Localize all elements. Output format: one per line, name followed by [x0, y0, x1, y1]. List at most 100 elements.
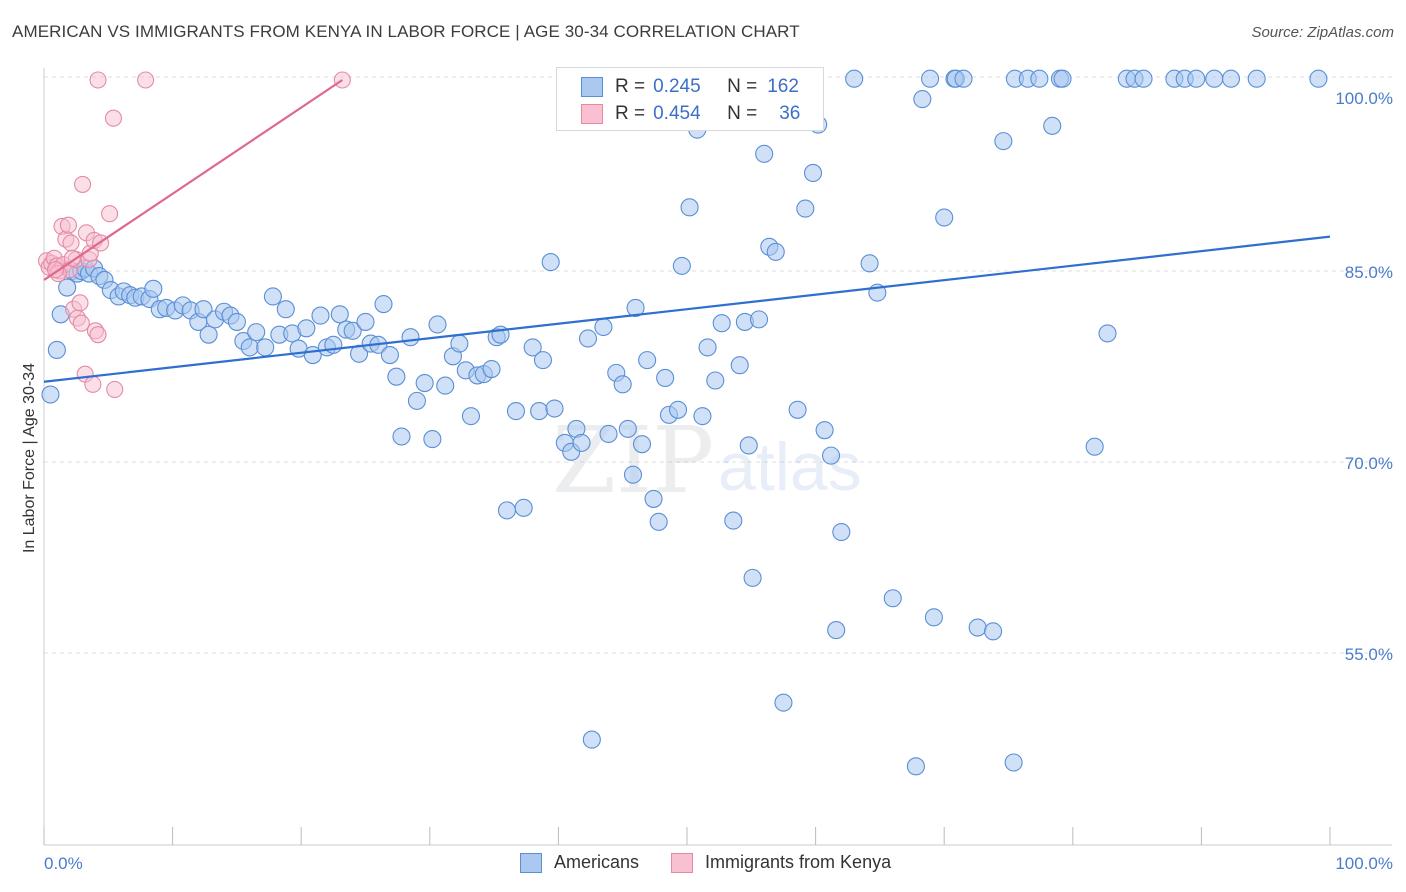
chart-title: AMERICAN VS IMMIGRANTS FROM KENYA IN LAB… [12, 22, 800, 41]
data-point-americans [415, 374, 434, 393]
data-point-americans [530, 402, 549, 421]
y-axis-title: In Labor Force | Age 30-34 [21, 363, 38, 553]
data-point-americans [263, 287, 282, 306]
data-point-americans [638, 351, 657, 370]
data-point-americans [374, 295, 393, 314]
data-point-americans [924, 608, 943, 627]
watermark-atlas: atlas [718, 429, 862, 505]
data-point-americans [582, 730, 601, 749]
data-point-americans [968, 618, 987, 637]
data-point-americans [632, 435, 652, 454]
kenya-n-value: 36 [779, 103, 801, 124]
data-point-americans [827, 621, 846, 640]
data-point-americans [984, 622, 1003, 641]
data-point-americans [755, 144, 774, 163]
data-point-kenya [59, 216, 77, 234]
data-point-americans [796, 199, 815, 218]
data-point-americans [921, 69, 940, 88]
data-point-americans [618, 419, 637, 438]
data-point-americans [199, 325, 218, 344]
data-point-americans [247, 323, 266, 342]
data-point-americans [724, 511, 743, 530]
americans-r-value: 0.245 [653, 76, 701, 97]
data-point-kenya [63, 249, 81, 267]
data-point-americans [913, 90, 932, 109]
data-point-kenya [89, 326, 107, 344]
data-point-americans [1247, 69, 1266, 88]
data-point-americans [730, 356, 749, 375]
data-point-americans [1030, 69, 1049, 88]
data-point-americans [506, 402, 526, 421]
data-point-americans [1134, 69, 1153, 88]
data-point-americans [227, 312, 246, 331]
data-point-americans [276, 300, 295, 319]
kenya-points [38, 71, 351, 398]
data-point-kenya [72, 314, 90, 332]
data-point-americans [41, 385, 60, 404]
y-tick-label: 55.0% [1345, 645, 1393, 664]
kenya-swatch [581, 104, 603, 124]
data-point-americans [545, 399, 564, 418]
data-point-americans [436, 376, 455, 395]
data-point-americans [58, 278, 77, 297]
data-point-americans [649, 512, 668, 531]
data-point-americans [392, 427, 411, 446]
americans-swatch [581, 77, 603, 97]
data-point-americans [698, 338, 717, 357]
data-point-americans [1004, 753, 1023, 772]
data-point-americans [821, 446, 841, 465]
tick-labels: 55.0% 70.0% 85.0% 100.0% 0.0% 100.0% [44, 89, 1393, 873]
americans-n-value: 162 [767, 76, 799, 97]
data-point-americans [766, 242, 785, 261]
data-point-kenya [84, 375, 102, 393]
trend-line-kenya [43, 79, 343, 281]
data-point-americans [815, 421, 834, 440]
data-point-americans [497, 501, 517, 520]
legend-item-americans: Americans [520, 852, 639, 873]
data-point-americans [743, 568, 762, 587]
data-point-americans [994, 132, 1013, 151]
data-point-kenya [137, 71, 155, 89]
legend-row-americans: R = 0.245 N = 162 [581, 74, 799, 100]
x-tick-label: 0.0% [44, 854, 83, 873]
data-point-americans [194, 300, 213, 319]
kenya-legend-swatch [671, 852, 694, 873]
data-point-americans [428, 315, 447, 334]
data-point-americans [297, 319, 316, 338]
n-label: N = [727, 103, 758, 124]
data-point-americans [803, 163, 823, 183]
y-tick-label: 85.0% [1345, 263, 1393, 282]
data-point-kenya [89, 71, 107, 89]
data-point-kenya [74, 175, 92, 193]
data-point-kenya [71, 294, 89, 312]
data-point-americans [523, 338, 542, 357]
data-point-americans [749, 310, 769, 329]
grid-lines [44, 76, 1392, 654]
data-point-americans [693, 407, 712, 426]
data-point-kenya [101, 205, 119, 223]
data-point-americans [599, 424, 618, 444]
data-point-americans [712, 314, 731, 333]
trend-lines [43, 79, 1331, 383]
r-label: R = [615, 103, 646, 124]
data-point-americans [1085, 437, 1104, 456]
axes [43, 68, 1392, 846]
data-point-americans [1221, 69, 1241, 88]
data-point-americans [380, 345, 399, 365]
data-point-americans [1205, 69, 1224, 88]
data-point-americans [461, 407, 481, 426]
data-point-americans [613, 375, 632, 394]
trend-line-americans [43, 235, 1331, 383]
data-point-americans [668, 400, 688, 419]
data-point-americans [832, 522, 851, 542]
data-point-americans [450, 334, 469, 353]
data-point-americans [144, 279, 163, 298]
data-point-americans [311, 306, 330, 325]
data-point-americans [330, 305, 349, 324]
data-point-kenya [62, 234, 80, 252]
data-point-americans [482, 359, 501, 379]
data-point-americans [407, 391, 426, 410]
data-point-americans [387, 367, 406, 386]
data-point-americans [401, 328, 420, 347]
data-point-americans [644, 489, 663, 508]
